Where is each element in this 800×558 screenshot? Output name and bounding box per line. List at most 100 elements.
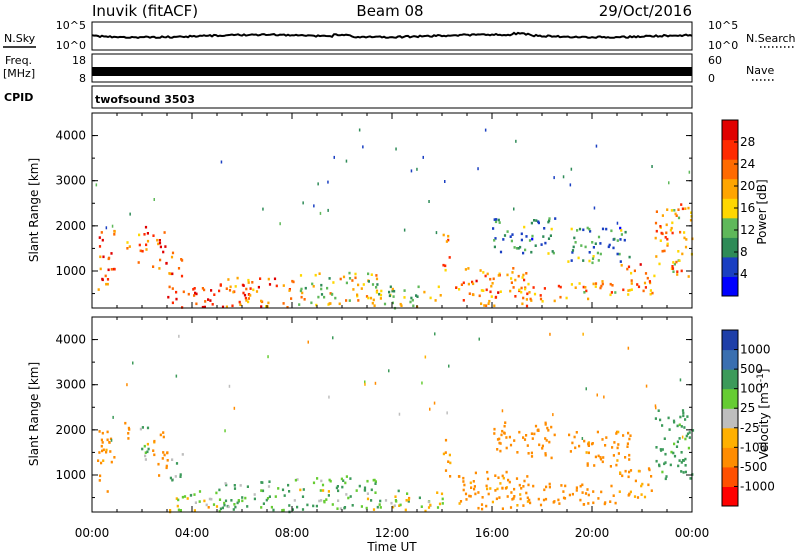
scatter-cell <box>494 237 497 240</box>
scatter-cell <box>663 462 666 466</box>
scatter-cell <box>682 459 685 462</box>
scatter-cell <box>628 453 631 457</box>
scatter-cell <box>127 437 130 440</box>
scatter-cell <box>647 467 651 470</box>
scatter-cell <box>227 278 230 281</box>
scatter-cell <box>578 444 581 448</box>
scatter-cell <box>427 500 430 504</box>
scatter-cell <box>526 500 529 503</box>
scatter-cell <box>249 294 252 297</box>
scatter-cell <box>614 291 617 294</box>
scatter-cell <box>676 424 679 428</box>
scatter-cell <box>497 291 500 294</box>
scatter-cell <box>547 220 550 224</box>
scatter-cell <box>444 264 447 268</box>
scatter-cell <box>238 300 241 304</box>
scatter-cell <box>518 483 521 487</box>
scatter-cell <box>372 478 375 482</box>
scatter-cell <box>201 305 204 309</box>
scatter-cell <box>296 478 299 481</box>
scatter-cell <box>599 457 603 461</box>
scatter-cell <box>677 208 680 211</box>
scatter-cell <box>633 495 637 498</box>
scatter-cell <box>112 415 114 419</box>
scatter-cell <box>636 496 640 499</box>
scatter-cell <box>427 506 431 509</box>
scatter-cell <box>502 476 505 480</box>
scatter-cell <box>507 478 510 482</box>
power-y-axis-label: Slant Range [km] <box>27 158 41 262</box>
scatter-cell <box>601 227 605 231</box>
scatter-cell <box>680 203 683 206</box>
scatter-cell <box>620 233 623 236</box>
scatter-cell <box>474 471 477 475</box>
scatter-cell <box>523 225 526 229</box>
scatter-cell <box>268 283 272 286</box>
scatter-cell <box>409 300 412 304</box>
scatter-cell <box>192 288 195 291</box>
scatter-cell <box>560 484 563 487</box>
scatter-cell <box>552 251 555 255</box>
scatter-cell <box>336 485 339 488</box>
scatter-cell <box>501 429 504 433</box>
scatter-cell <box>521 276 524 279</box>
scatter-cell <box>531 237 534 241</box>
scatter-cell <box>581 437 584 440</box>
scatter-cell <box>601 460 604 464</box>
scatter-cell <box>459 500 463 503</box>
scatter-cell <box>553 176 555 180</box>
scatter-cell <box>181 453 184 456</box>
scatter-cell <box>509 443 513 447</box>
scatter-cell <box>496 448 499 451</box>
scatter-cell <box>441 502 444 505</box>
scatter-cell <box>489 277 492 281</box>
scatter-cell <box>245 287 248 291</box>
scatter-cell <box>672 419 676 423</box>
scatter-cell <box>597 497 600 500</box>
scatter-cell <box>544 421 547 425</box>
scatter-cell <box>492 227 495 230</box>
velocity-panel-frame <box>91 316 693 513</box>
scatter-cell <box>559 295 562 299</box>
scatter-cell <box>503 234 507 237</box>
scatter-cell <box>144 458 147 461</box>
scatter-cell <box>241 496 244 499</box>
scatter-cell <box>611 446 614 449</box>
scatter-cell <box>158 474 161 477</box>
scatter-cell <box>99 255 102 259</box>
scatter-cell <box>228 289 232 292</box>
scatter-cell <box>505 446 508 450</box>
scatter-cell <box>497 476 500 479</box>
scatter-cell <box>644 286 647 289</box>
scatter-cell <box>628 492 631 496</box>
scatter-cell <box>247 281 250 284</box>
scatter-cell <box>100 461 103 465</box>
scatter-cell <box>644 272 648 275</box>
scatter-cell <box>522 436 525 439</box>
scatter-cell <box>664 461 667 464</box>
scatter-cell <box>165 464 168 468</box>
scatter-cell <box>684 418 687 421</box>
scatter-cell <box>577 256 580 260</box>
scatter-cell <box>488 299 491 303</box>
scatter-cell <box>180 274 184 278</box>
scatter-cell <box>516 451 519 454</box>
scatter-cell <box>291 508 294 511</box>
scatter-cell <box>528 498 531 502</box>
scatter-cell <box>391 287 394 291</box>
scatter-cell <box>615 463 618 467</box>
scatter-cell <box>146 450 149 454</box>
scatter-cell <box>599 242 602 245</box>
scatter-cell <box>356 293 359 297</box>
scatter-cell <box>573 236 576 240</box>
scatter-cell <box>497 218 500 222</box>
scatter-cell <box>675 445 679 448</box>
scatter-cell <box>104 274 107 278</box>
scatter-cell <box>658 262 661 266</box>
scatter-cell <box>640 493 643 496</box>
scatter-cell <box>550 227 553 231</box>
scatter-cell <box>641 482 644 486</box>
scatter-cell <box>245 299 248 302</box>
scatter-cell <box>670 226 673 230</box>
scatter-cell <box>597 235 601 239</box>
